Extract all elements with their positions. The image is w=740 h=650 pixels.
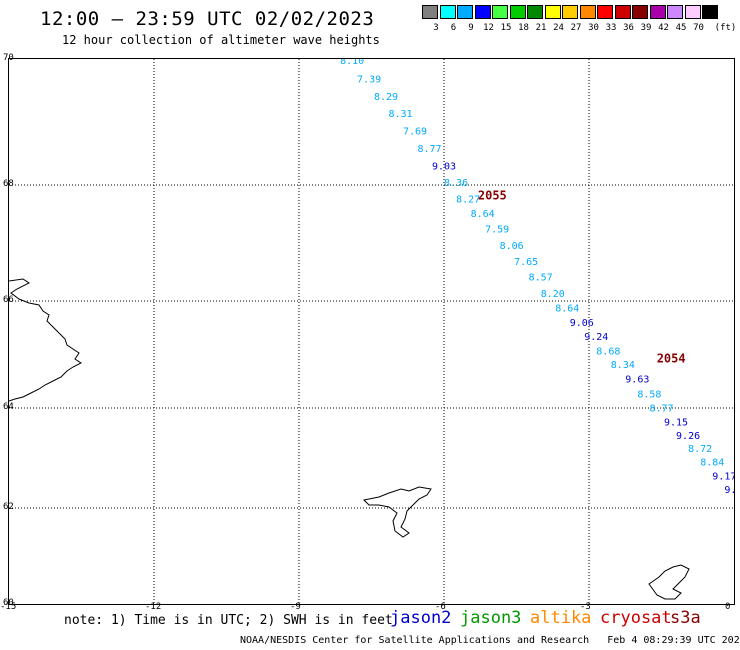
legend-label: 3	[433, 23, 439, 33]
swh-observation: 7.59	[485, 225, 509, 236]
legend-swatch	[527, 5, 543, 19]
map-svg: 8.10 7.39 8.29 8.31 7.69 8.77 9.03 8.36 8.27 8.64…	[8, 56, 740, 604]
swh-observation: 9.03	[432, 161, 456, 172]
lat-tick-label: 70	[3, 53, 14, 63]
footer-timestamp: Feb 4 08:29:39 UTC 2023	[607, 635, 740, 646]
swh-observation: 8.20	[541, 289, 565, 300]
legend-swatch	[597, 5, 613, 19]
coastline-faroe	[362, 486, 432, 538]
page-subtitle: 12 hour collection of altimeter wave hei…	[62, 33, 380, 47]
lon-tick-label: 0	[725, 602, 731, 612]
satellite-s3a: s3a	[670, 608, 701, 628]
swh-observation: 7.69	[403, 127, 427, 138]
footer-credit: NOAA/NESDIS Center for Satellite Applica…	[240, 635, 740, 646]
lon-tick-label: -6	[435, 602, 446, 612]
legend-label: 30	[588, 23, 599, 33]
legend-swatch	[492, 5, 508, 19]
swh-observation: 7.39	[357, 74, 381, 85]
legend-label: 42	[658, 23, 669, 33]
swh-observation: 9.63	[625, 374, 649, 385]
swh-observation: 9.17	[712, 472, 734, 483]
legend-swatch	[649, 5, 666, 19]
legend-label: 70	[693, 23, 704, 33]
legend-swatch	[422, 5, 438, 19]
lon-tick-label: -15	[0, 602, 17, 612]
swh-observation: 9.24	[584, 332, 608, 343]
legend-swatch	[439, 5, 456, 19]
note-text: note: 1) Time is in UTC; 2) SWH is in fe…	[64, 613, 393, 628]
legend-swatch	[579, 5, 596, 19]
swh-observation: 8.10	[340, 59, 364, 67]
legend-swatch	[684, 5, 701, 19]
swh-observation: 8.64	[555, 304, 579, 315]
swh-observation: 8.34	[611, 360, 635, 371]
swh-observation: 8.68	[596, 347, 620, 358]
legend-swatch	[544, 5, 561, 19]
legend-label: 39	[640, 23, 652, 33]
satellite-cryosat: cryosat	[600, 608, 672, 628]
legend-label: 33	[605, 23, 617, 33]
legend-label: 21	[535, 23, 547, 33]
legend-swatch	[457, 5, 473, 19]
swh-observation: 9.12	[724, 485, 734, 496]
swh-observation: 8.64	[471, 209, 495, 220]
legend-label: 45	[675, 23, 687, 33]
legend-label: 27	[570, 23, 582, 33]
legend-label: 15	[500, 23, 512, 33]
swh-observation: 9.06	[570, 318, 594, 329]
legend-swatch	[562, 5, 578, 19]
legend-swatch	[509, 5, 526, 19]
footer-source: NOAA/NESDIS Center for Satellite Applica…	[240, 635, 590, 646]
satellite-altika: altika	[530, 608, 592, 628]
legend-label: 12	[483, 23, 494, 33]
lat-tick-label: 62	[3, 502, 14, 512]
swh-observation: 8.29	[374, 92, 398, 103]
lat-tick-label: 66	[3, 295, 14, 305]
legend-label: 9	[468, 23, 474, 33]
lon-tick-label: -12	[145, 602, 162, 612]
coastline-iceland	[8, 278, 82, 402]
legend-swatch	[632, 5, 648, 19]
legend-swatch	[614, 5, 631, 19]
swh-observation: 7.65	[514, 257, 538, 268]
legend-label: 36	[623, 23, 634, 33]
pass-label: 2054	[657, 352, 686, 366]
swh-observation: 9.26	[676, 431, 700, 442]
lon-tick-label: -9	[290, 602, 301, 612]
legend-label: 6	[450, 23, 457, 33]
swh-observation: 8.57	[529, 273, 553, 284]
legend-swatch	[702, 5, 718, 19]
map-plot-area: 8.10 7.39 8.29 8.31 7.69 8.77 9.03 8.36 8.27 8.64…	[8, 56, 740, 605]
legend-label: 18	[518, 23, 529, 33]
satellite-jason3: jason3	[460, 608, 522, 628]
swh-observation: 9.15	[664, 418, 688, 429]
satellite-jason2: jason2	[390, 608, 452, 628]
pass-label: 2055	[478, 189, 507, 203]
swh-observation: 8.31	[388, 109, 412, 120]
swh-observation: 8.72	[688, 444, 712, 455]
legend-unit: (ft)	[714, 23, 737, 33]
coastline-shetland	[648, 564, 690, 600]
lat-tick-label: 64	[3, 402, 14, 412]
swh-observation: 8.06	[500, 241, 524, 252]
lat-tick-label: 68	[3, 179, 14, 189]
legend-swatch	[474, 5, 491, 19]
swh-observation: 8.36	[444, 178, 468, 189]
swh-observation: 8.77	[417, 144, 441, 155]
lat-tick-label: 60	[3, 598, 14, 608]
legend-label: 24	[553, 23, 564, 33]
swh-observation: 8.58	[637, 389, 661, 400]
swh-observation: 8.77	[649, 404, 673, 415]
swh-observation: 8.27	[456, 194, 480, 205]
lon-tick-label: -3	[580, 602, 591, 612]
swh-observation: 8.84	[700, 458, 724, 469]
page-title: 12:00 — 23:59 UTC 02/02/2023	[40, 8, 375, 30]
legend-swatch	[667, 5, 683, 19]
